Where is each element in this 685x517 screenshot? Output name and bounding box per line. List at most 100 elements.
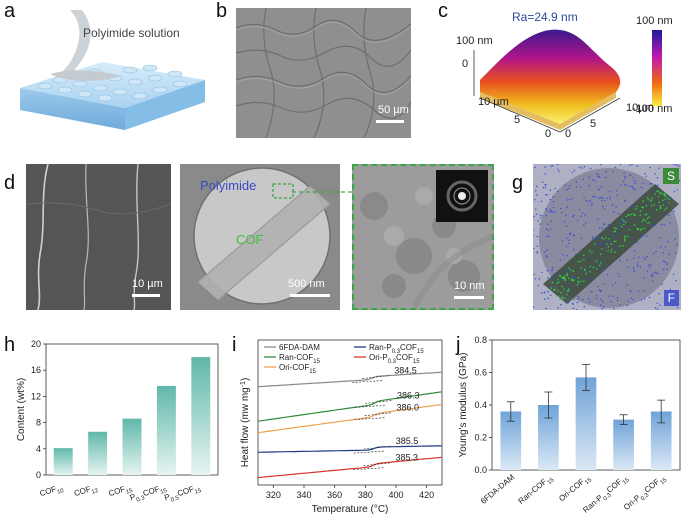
c-tick-5b: 5 [590,118,597,130]
eds-dot-s [659,205,662,207]
eds-dot-f [540,200,543,203]
eds-dot-s [624,235,626,237]
eds-dot-f [602,269,605,271]
eds-dot-f [676,306,679,309]
eds-dot-f [614,246,617,248]
eds-dot-f [609,198,611,200]
eds-dot-f [559,207,562,210]
eds-dot-s [610,251,613,253]
eds-dot-f [637,261,639,264]
eds-dot-f [576,219,579,222]
bar-Ran-P0.3COF15 [613,419,634,470]
eds-dot-f [592,179,594,181]
eds-dot-s [613,227,616,229]
eds-dot-f [567,242,570,245]
eds-dot-s [624,238,626,241]
eds-dot-s [571,279,574,282]
eds-dot-f [541,292,543,294]
eds-dot-f [549,198,551,201]
eds-dot-s [623,223,625,226]
c-y-label: 10µm [626,102,654,114]
eds-dot-s [567,277,570,280]
eds-dot-f [600,164,602,166]
eds-dot-f [565,245,568,248]
y-tick-label: 0.4 [474,400,487,410]
eds-dot-f [534,166,536,169]
bar-6FDA-DAM [500,411,522,470]
eds-dot-f [552,269,554,271]
eds-dot-f [573,214,575,217]
eds-dot-s [646,217,649,220]
eds-dot-s [632,213,635,215]
eds-dot-f [546,209,548,212]
eds-dot-f [612,171,614,173]
tangent-line [364,400,394,404]
eds-dot-f [581,167,583,169]
eds-dot-f [564,220,566,223]
eds-dot-f [605,170,607,173]
eds-dot-s [557,295,560,298]
eds-dot-f [652,272,654,275]
eds-dot-f [552,201,555,203]
eds-dot-f [547,223,549,225]
eds-dot-s [633,224,636,226]
eds-dot-f [655,189,657,191]
eds-dot-s [577,281,580,284]
eds-dot-s [601,248,603,250]
eds-dot-f [607,274,609,276]
eds-dot-f [535,190,537,192]
eds-dot-s [623,220,625,222]
eds-dot-f [654,307,657,309]
eds-dot-s [556,282,558,284]
eds-dot-f [567,301,570,304]
eds-dot-f [604,223,606,225]
eds-dot-f [670,196,672,199]
eds-dot-f [606,228,608,230]
eds-dot-f [622,180,625,183]
eds-dot-f [677,164,679,166]
eds-dot-f [588,298,590,300]
eds-dot-f [629,290,631,293]
polyimide-solution-label: Polyimide solution [83,26,180,40]
eds-dot-f [673,210,676,213]
legend-label: Ori-P0.3COF15 [369,353,420,365]
eds-dot-f [582,178,584,180]
eds-dot-s [665,207,668,209]
x-tick-label: 400 [388,490,403,500]
eds-dot-f [559,259,561,261]
eds-dot-f [636,165,638,167]
eds-dot-f [571,171,573,174]
eds-dot-f [542,186,545,189]
eds-dot-s [644,214,646,216]
eds-dot-s [624,221,627,224]
eds-dot-s [622,245,624,247]
eds-dot-f [590,168,592,170]
eds-dot-f [616,194,618,197]
eds-dot-f [656,177,659,179]
eds-dot-f [630,236,632,238]
eds-dot-s [615,227,617,230]
eds-dot-f [650,264,652,266]
eds-dot-f [659,237,661,239]
eds-dot-f [650,182,653,185]
x-tick-label: Ori-COF15 [557,472,593,505]
eds-dot-f [545,307,547,310]
eds-dot-f [662,252,665,254]
eds-dot-f [574,277,576,279]
eds-dot-f [666,268,668,270]
eds-dot-f [583,306,585,308]
eds-dot-s [601,236,603,239]
eds-dot-f [629,174,632,176]
eds-dot-f [649,183,651,185]
eds-dot-f [589,199,592,202]
eds-dot-s [645,205,648,207]
eds-dot-f [607,223,610,226]
eds-dot-f [620,184,622,186]
tangent-line [352,380,383,383]
eds-dot-s [566,272,568,275]
eds-dot-s [619,245,621,247]
y-tick-label: 0.0 [474,465,487,475]
eds-dot-f [621,221,623,223]
scale-text-b: 50 µm [378,104,409,116]
eds-dot-s [644,220,647,223]
